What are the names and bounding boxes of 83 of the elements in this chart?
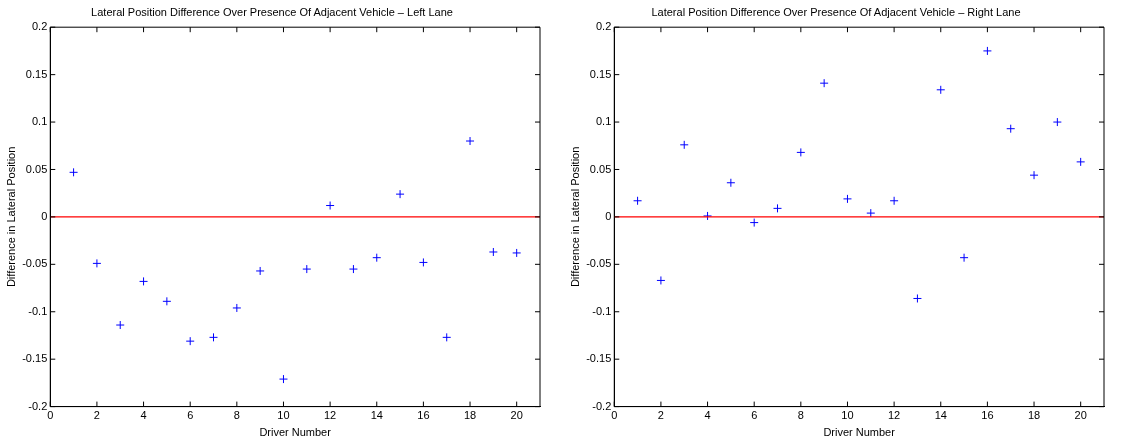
point <box>633 196 643 206</box>
x-axis-title: Driver Number <box>823 426 896 439</box>
x-tick-label: 2 <box>657 409 664 422</box>
point <box>842 194 852 204</box>
point <box>982 46 992 56</box>
x-tick-label: 14 <box>370 409 383 422</box>
y-tick-label: 0.15 <box>589 67 612 80</box>
y-tick-label: 0 <box>41 209 48 222</box>
x-tick-label: 6 <box>187 409 194 422</box>
point <box>796 147 806 157</box>
point <box>889 196 899 206</box>
x-tick-label: 8 <box>797 409 804 422</box>
y-axis-title: Difference in Lateral Position <box>4 146 17 288</box>
x-tick-label: 20 <box>510 409 523 422</box>
point <box>69 167 79 177</box>
point <box>139 276 149 286</box>
x-tick-label: 4 <box>704 409 711 422</box>
y-tick-label: -0.2 <box>592 399 612 412</box>
y-tick-label: -0.1 <box>592 304 612 317</box>
x-tick-label: 10 <box>277 409 290 422</box>
y-tick-label: -0.05 <box>586 257 612 270</box>
y-tick-label: 0.05 <box>25 162 48 175</box>
point <box>726 178 736 188</box>
point <box>418 257 428 267</box>
x-tick-label: 12 <box>887 409 901 422</box>
y-tick-label: 0.2 <box>595 20 612 33</box>
point <box>255 266 265 276</box>
point <box>348 264 358 274</box>
point <box>773 203 783 213</box>
point <box>488 247 498 257</box>
y-axis-title: Difference in Lateral Position <box>568 146 581 288</box>
point <box>302 264 312 274</box>
y-tick-label: -0.15 <box>22 352 48 365</box>
point <box>749 218 759 228</box>
y-tick-label: 0.2 <box>31 20 48 33</box>
point <box>162 296 172 306</box>
x-axis-title: Driver Number <box>259 426 332 439</box>
point <box>959 253 969 263</box>
x-tick-label: 20 <box>1074 409 1087 422</box>
chart-title: Lateral Position Difference Over Presence Of Adjacent Vehicle – Right Lane <box>651 5 1021 18</box>
point <box>115 320 125 330</box>
chart-title: Lateral Position Difference Over Presence Of Adjacent Vehicle – Left Lane <box>91 5 453 18</box>
point <box>1006 124 1016 134</box>
x-tick-label: 16 <box>981 409 994 422</box>
point <box>395 189 405 199</box>
x-tick-label: 6 <box>751 409 758 422</box>
point <box>465 136 475 146</box>
x-tick-label: 18 <box>463 409 477 422</box>
point <box>1076 157 1086 167</box>
point <box>512 248 522 258</box>
point <box>325 201 335 211</box>
point <box>912 293 922 303</box>
y-tick-label: -0.05 <box>22 257 48 270</box>
point <box>232 303 242 313</box>
x-tick-label: 8 <box>233 409 240 422</box>
y-tick-label: 0.1 <box>595 115 612 128</box>
x-tick-label: 2 <box>93 409 100 422</box>
point <box>1029 170 1039 180</box>
point <box>866 208 876 218</box>
x-tick-label: 18 <box>1027 409 1041 422</box>
point <box>656 275 666 285</box>
point <box>679 140 689 150</box>
x-tick-label: 16 <box>417 409 430 422</box>
x-tick-label: 4 <box>140 409 147 422</box>
point <box>278 374 288 384</box>
point <box>372 253 382 263</box>
y-tick-label: -0.15 <box>586 352 612 365</box>
y-tick-label: 0.05 <box>589 162 612 175</box>
point <box>209 332 219 342</box>
point <box>1052 117 1062 127</box>
y-tick-label: 0.15 <box>25 67 48 80</box>
point <box>936 85 946 95</box>
x-tick-label: 14 <box>934 409 947 422</box>
x-tick-label: 10 <box>841 409 854 422</box>
point <box>185 336 195 346</box>
y-tick-label: 0.1 <box>31 115 48 128</box>
point <box>442 332 452 342</box>
y-tick-label: 0 <box>605 209 612 222</box>
y-tick-label: -0.2 <box>28 399 48 412</box>
point <box>819 78 829 88</box>
x-tick-label: 12 <box>323 409 337 422</box>
point <box>92 258 102 268</box>
y-tick-label: -0.1 <box>28 304 48 317</box>
